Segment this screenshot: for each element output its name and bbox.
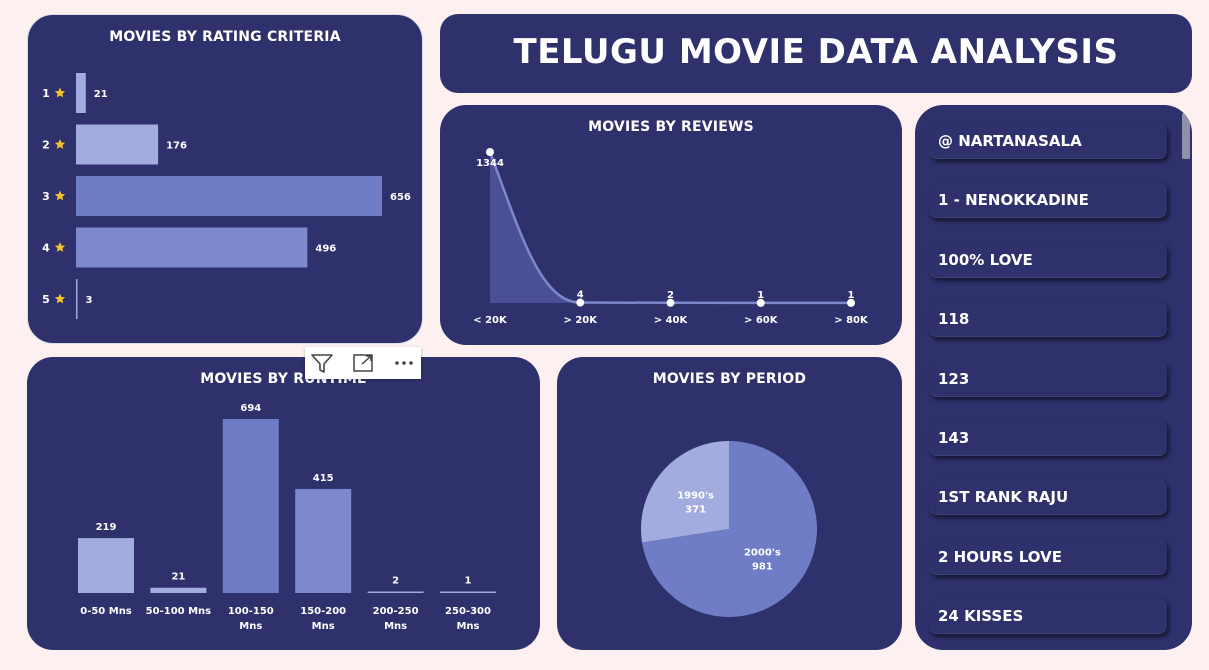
reviews-point [847, 298, 855, 307]
star-icon [54, 87, 66, 98]
runtime-category-label: 250-300 Mns [445, 606, 491, 632]
focus-mode-icon[interactable] [346, 347, 380, 379]
movie-list-item[interactable]: 100% LOVE [929, 241, 1167, 278]
period-pie-slice [641, 441, 729, 543]
movie-list-slicer[interactable]: @ NARTANASALA 1 - NENOKKADINE 100% LOVE 118… [915, 105, 1192, 650]
period-category-label: 1990's [677, 490, 714, 501]
runtime-bar [150, 587, 207, 593]
rating-value-label: 656 [390, 192, 411, 203]
rating-value-label: 176 [166, 141, 187, 152]
dashboard-title-banner: TELUGU MOVIE DATA ANALYSIS [440, 14, 1192, 93]
rating-bar [76, 279, 78, 319]
rating-value-label: 496 [315, 244, 336, 255]
rating-label: 2 [42, 139, 50, 152]
movie-list-item[interactable]: 143 [929, 420, 1167, 456]
rating-label: 3 [42, 190, 50, 203]
runtime-bar [295, 488, 352, 593]
star-icon [54, 190, 66, 201]
rating-bar [76, 227, 308, 268]
runtime-category-label: 150-200 Mns [300, 606, 346, 632]
rating-label: 4 [42, 242, 50, 255]
rating-panel-title: MOVIES BY RATING CRITERIA [109, 29, 341, 45]
list-scrollbar[interactable] [1182, 113, 1190, 159]
reviews-area [490, 152, 581, 303]
runtime-value-label: 2 [392, 576, 399, 587]
dashboard-title: TELUGU MOVIE DATA ANALYSIS [513, 32, 1119, 72]
movie-list-item[interactable]: @ NARTANASALA [929, 123, 1167, 159]
reviews-value-label: 2 [667, 290, 674, 301]
reviews-category-label: > 60K [744, 315, 779, 326]
star-icon [54, 293, 66, 304]
reviews-category-label: > 20K [563, 315, 598, 326]
rating-bar [76, 73, 86, 113]
reviews-point [486, 148, 494, 156]
visual-header-toolbar [305, 347, 421, 379]
runtime-bar [78, 538, 134, 593]
runtime-value-label: 21 [171, 572, 185, 583]
rating-label: 1 [42, 87, 50, 100]
reviews-line [488, 151, 851, 305]
movie-list-item[interactable]: 1ST RANK RAJU [929, 479, 1167, 516]
movie-list-item[interactable]: 24 KISSES [929, 598, 1167, 635]
runtime-value-label: 219 [96, 522, 117, 533]
movie-list-item[interactable]: 118 [929, 301, 1167, 338]
runtime-panel[interactable]: MOVIES BY RUNTIME 219 0-50 Mns 21 50-100 Mn… [27, 357, 540, 650]
reviews-value-label: 1 [757, 290, 764, 301]
reviews-value-label: 1344 [476, 158, 504, 169]
runtime-value-label: 1 [465, 576, 472, 587]
runtime-category-label: 0-50 Mns [80, 606, 132, 617]
period-value-label: 981 [752, 562, 773, 573]
reviews-point [666, 298, 675, 307]
runtime-value-label: 694 [240, 403, 261, 414]
star-icon [54, 242, 66, 252]
rating-criteria-panel[interactable]: MOVIES BY RATING CRITERIA 1 21 2 176 3 656 4 49… [27, 14, 423, 344]
movie-list-item[interactable]: 1 - NENOKKADINE [929, 182, 1167, 219]
movie-list-item[interactable]: 123 [929, 360, 1167, 397]
rating-bar-chart: 1 21 2 176 3 656 4 496 5 3 [42, 73, 411, 319]
star-icon [54, 139, 66, 149]
period-pie-chart: 2000's 981 1990's 371 [641, 441, 817, 617]
reviews-point [756, 298, 765, 307]
reviews-value-label: 1 [848, 290, 855, 301]
reviews-category-label: > 80K [834, 315, 869, 326]
runtime-bar [367, 591, 424, 593]
rating-bar [76, 124, 159, 165]
reviews-panel[interactable]: MOVIES BY REVIEWS 1344 < 20K 4 > 20K 2 > 40K 1… [440, 105, 902, 345]
period-panel[interactable]: MOVIES BY PERIOD 2000's 981 1990's 371 [557, 357, 902, 650]
runtime-category-label: 200-250 Mns [373, 606, 419, 632]
runtime-bar [222, 419, 279, 593]
reviews-point [576, 298, 585, 307]
rating-bar [76, 176, 382, 216]
reviews-panel-title: MOVIES BY REVIEWS [588, 119, 754, 135]
reviews-value-label: 4 [577, 290, 584, 301]
period-pie-slice [642, 441, 817, 617]
period-value-label: 371 [685, 504, 706, 515]
period-panel-title: MOVIES BY PERIOD [652, 371, 807, 387]
rating-value-label: 21 [94, 89, 108, 100]
filter-icon[interactable] [305, 347, 339, 379]
period-category-label: 2000's [744, 548, 781, 559]
reviews-area-chart: 1344 < 20K 4 > 20K 2 > 40K 1 > 60K 1 > 80K [473, 148, 869, 326]
reviews-category-label: < 20K [473, 315, 508, 326]
reviews-category-label: > 40K [654, 315, 689, 326]
runtime-value-label: 415 [313, 473, 334, 484]
movie-list-item[interactable]: 2 HOURS LOVE [929, 538, 1167, 575]
more-options-icon[interactable] [387, 347, 421, 379]
rating-label: 5 [42, 293, 50, 306]
rating-value-label: 3 [86, 295, 93, 306]
runtime-category-label: 100-150 Mns [228, 606, 274, 632]
runtime-category-label: 50-100 Mns [146, 606, 211, 617]
runtime-bar [440, 591, 496, 593]
